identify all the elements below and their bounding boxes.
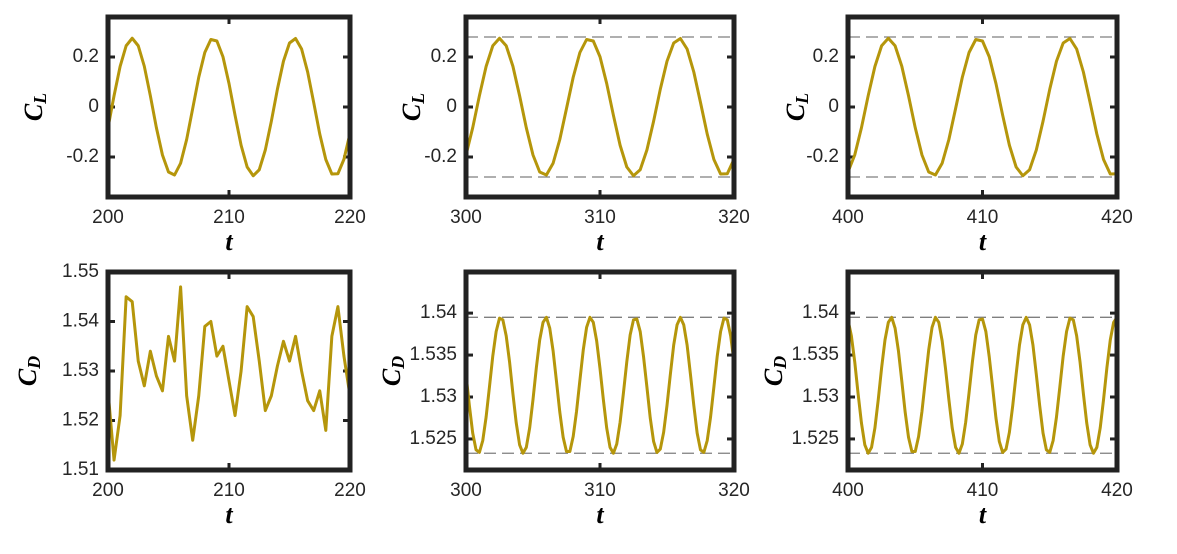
y-tick-label: 1.54	[62, 311, 99, 332]
plot-area	[848, 315, 1117, 455]
x-tick-label: 210	[213, 207, 245, 228]
x-tick-label: 200	[92, 207, 124, 228]
panel: -0.2 0 0.2 200 210 220 t CL	[19, 14, 366, 256]
axes-frame	[105, 269, 353, 473]
y-axis-label-main: C	[397, 103, 426, 121]
y-axis-label-sub: D	[770, 356, 790, 370]
x-tick-label: 310	[584, 480, 616, 501]
y-tick-label: 1.525	[409, 428, 457, 449]
x-tick-label: 420	[1101, 480, 1133, 501]
y-tick-label: 1.53	[62, 360, 99, 381]
y-axis-label-main: C	[13, 368, 42, 386]
data-line	[848, 36, 1117, 178]
x-tick-label: 400	[832, 207, 864, 228]
axes-frame	[463, 14, 737, 200]
x-tick-label: 200	[92, 480, 124, 501]
data-line	[466, 315, 734, 455]
y-axis-label-sub: D	[24, 356, 44, 370]
panel: 1.525 1.53 1.535 1.54 300 310 320 t CD	[377, 269, 750, 529]
y-tick-label: 1.535	[409, 344, 457, 365]
y-axis-label-main: C	[377, 368, 406, 386]
x-tick-label: 400	[832, 480, 864, 501]
axes-frame	[845, 269, 1120, 473]
y-axis-label-sub: D	[388, 356, 408, 370]
y-tick-label: 0.2	[73, 46, 99, 67]
y-axis-label-main: C	[781, 103, 810, 121]
data-line	[108, 285, 350, 462]
x-tick-label: 410	[967, 480, 999, 501]
y-axis-label-main: C	[759, 368, 788, 386]
y-axis-label: CL	[781, 93, 812, 121]
x-tick-label: 220	[334, 207, 366, 228]
panel: 1.51 1.52 1.53 1.54 1.55 200 210 220 t CD	[13, 261, 366, 529]
x-tick-label: 410	[967, 207, 999, 228]
y-axis-label-sub: L	[408, 93, 428, 105]
y-tick-label: 0.2	[813, 46, 839, 67]
y-axis-label: CL	[397, 93, 428, 121]
y-tick-label: 1.535	[791, 344, 839, 365]
y-tick-label: 1.54	[802, 302, 839, 323]
plot-area	[848, 36, 1117, 178]
y-axis-label-main: C	[19, 103, 48, 121]
y-tick-label: 1.52	[62, 410, 99, 431]
axes-frame	[463, 269, 737, 473]
y-tick-label: 0	[446, 96, 457, 117]
plot-area	[108, 36, 350, 178]
x-axis-label: t	[979, 500, 987, 529]
x-tick-label: 210	[213, 480, 245, 501]
panel: -0.2 0 0.2 300 310 320 t CL	[397, 14, 750, 256]
plot-area	[466, 315, 734, 455]
plot-area	[466, 36, 734, 178]
x-axis-label: t	[596, 500, 604, 529]
y-tick-label: 0	[88, 96, 99, 117]
y-axis-label: CD	[13, 356, 44, 386]
axes-frame	[845, 14, 1120, 200]
y-tick-label: -0.2	[806, 146, 839, 167]
x-tick-label: 310	[584, 207, 616, 228]
x-tick-label: 220	[334, 480, 366, 501]
y-tick-label: 1.54	[420, 302, 457, 323]
x-tick-label: 320	[718, 207, 750, 228]
axes-frame	[105, 14, 353, 200]
y-tick-label: 1.55	[62, 261, 99, 282]
x-axis-label: t	[979, 227, 987, 256]
x-axis-label: t	[225, 227, 233, 256]
x-tick-label: 320	[718, 480, 750, 501]
x-tick-label: 300	[450, 207, 482, 228]
y-tick-label: 1.51	[62, 459, 99, 480]
plot-area	[108, 285, 350, 462]
y-tick-label: 0.2	[431, 46, 457, 67]
x-tick-label: 300	[450, 480, 482, 501]
panel: -0.2 0 0.2 400 410 420 t CL	[781, 14, 1133, 256]
x-axis-label: t	[596, 227, 604, 256]
data-line	[108, 36, 350, 178]
y-tick-label: 0	[828, 96, 839, 117]
y-tick-label: -0.2	[424, 146, 457, 167]
y-tick-label: 1.53	[420, 386, 457, 407]
data-line	[848, 315, 1117, 455]
y-axis-label: CD	[759, 356, 790, 386]
panel: 1.525 1.53 1.535 1.54 400 410 420 t CD	[759, 269, 1133, 529]
data-line	[466, 36, 734, 178]
y-axis-label-sub: L	[792, 93, 812, 105]
x-tick-label: 420	[1101, 207, 1133, 228]
y-axis-label: CL	[19, 93, 50, 121]
y-tick-label: 1.53	[802, 386, 839, 407]
x-axis-label: t	[225, 500, 233, 529]
y-axis-label: CD	[377, 356, 408, 386]
y-axis-label-sub: L	[30, 93, 50, 105]
y-tick-label: 1.525	[791, 428, 839, 449]
y-tick-label: -0.2	[66, 146, 99, 167]
